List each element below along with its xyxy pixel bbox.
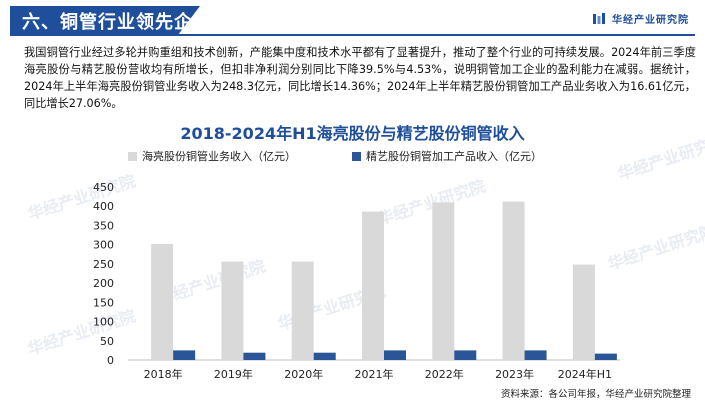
- bar-jingyi-2: [313, 352, 336, 360]
- y-tick-label: 50: [100, 335, 114, 348]
- y-tick-label: 250: [93, 258, 114, 271]
- bar-jingyi-5: [524, 350, 547, 360]
- bar-jingyi-6: [594, 353, 617, 360]
- watermark-text: 华经产业研究院: [25, 171, 137, 224]
- x-tick-label: 2024年H1: [558, 367, 612, 381]
- bar-hailiang-5: [502, 201, 525, 360]
- source-note: 资料来源：各公司年报，华经产业研究院整理: [500, 389, 691, 400]
- watermark-text: 华经产业研究院: [25, 306, 137, 359]
- y-tick-label: 200: [93, 277, 114, 290]
- brand-logo-icon: [593, 12, 605, 24]
- brand-name: 华经产业研究院: [612, 15, 689, 26]
- watermark-text: 华经产业研究院: [375, 176, 487, 229]
- legend-label: 海亮股份铜管业务收入（亿元）: [142, 149, 296, 163]
- legend-swatch: [128, 152, 137, 161]
- y-tick-label: 0: [107, 354, 114, 367]
- y-tick-label: 150: [93, 296, 114, 309]
- intro-paragraph: 我国铜管行业经过多轮并购重组和技术创新，产能集中度和技术水平都有了显著提升，推动…: [24, 46, 696, 110]
- bar-hailiang-0: [151, 243, 174, 360]
- watermark-text: 华经产业研究院: [615, 131, 705, 184]
- brand: 华经产业研究院: [592, 11, 689, 26]
- bar-hailiang-2: [291, 261, 314, 360]
- y-tick-label: 300: [93, 239, 114, 252]
- x-tick-label: 2023年: [495, 367, 534, 381]
- x-tick-label: 2022年: [425, 367, 464, 381]
- bar-jingyi-0: [173, 350, 196, 360]
- x-tick-label: 2019年: [214, 367, 253, 381]
- x-tick-label: 2021年: [355, 367, 394, 381]
- page-title: 六、铜管行业领先企业: [22, 12, 212, 33]
- legend-label: 精艺股份铜管加工产品收入（亿元）: [366, 149, 542, 163]
- bar-hailiang-1: [221, 261, 244, 360]
- y-tick-label: 100: [93, 316, 114, 329]
- x-tick-label: 2020年: [284, 367, 323, 381]
- bar-hailiang-4: [432, 202, 455, 360]
- x-tick-label: 2018年: [144, 367, 183, 381]
- bar-jingyi-4: [454, 350, 477, 360]
- y-tick-label: 400: [93, 200, 114, 213]
- bar-hailiang-6: [572, 264, 595, 360]
- bar-jingyi-1: [243, 352, 266, 360]
- legend-swatch: [352, 152, 361, 161]
- header-divider: [10, 34, 695, 36]
- watermark-text: 华经产业研究院: [605, 221, 705, 274]
- page-header: 六、铜管行业领先企业 华经产业研究院: [0, 0, 705, 38]
- chart-title: 2018-2024年H1海亮股份与精艺股份铜管收入: [180, 124, 525, 143]
- y-tick-label: 450: [93, 181, 114, 194]
- bar-hailiang-3: [362, 211, 384, 360]
- header-title-bar: [10, 6, 200, 36]
- bar-jingyi-3: [384, 350, 406, 360]
- y-tick-label: 350: [93, 219, 114, 232]
